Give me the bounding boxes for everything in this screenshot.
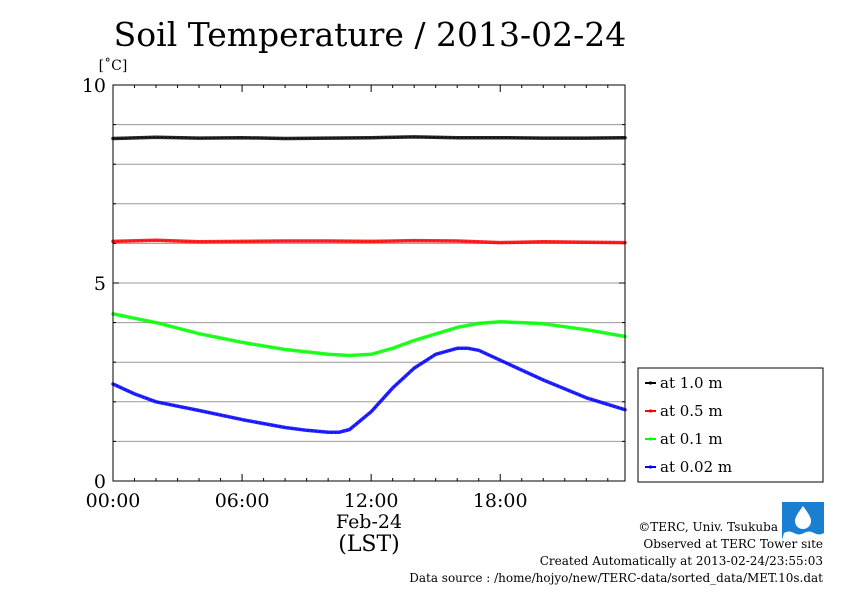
x-tick-label: 18:00 [473, 490, 528, 512]
series-line-3 [111, 312, 627, 358]
legend-label: at 0.02 m [660, 458, 732, 476]
series-marker-line-4 [112, 347, 626, 433]
series-line-1 [111, 135, 627, 141]
x-axis-label: (LST) [338, 532, 400, 557]
legend-swatch-dot [648, 437, 653, 441]
x-tick-label: 12:00 [344, 490, 399, 512]
y-axis-unit: [˚C] [99, 57, 128, 74]
legend-swatch-dot [648, 465, 653, 469]
plot-frame [112, 84, 626, 482]
y-tick-label: 5 [94, 273, 106, 295]
x-tick-label: 06:00 [215, 490, 270, 512]
footer-source: Data source : /home/hojyo/new/TERC-data/… [409, 571, 823, 585]
legend-label: at 0.1 m [660, 430, 723, 448]
series-lines [111, 135, 627, 435]
terc-logo-icon [782, 502, 824, 540]
footer-copyright: ©TERC, Univ. Tsukuba [638, 520, 778, 534]
legend-frame [637, 367, 824, 483]
legend-swatch-dot [648, 409, 653, 413]
legend-label: at 1.0 m [660, 374, 723, 392]
footer-created: Created Automatically at 2013-02-24/23:5… [540, 554, 823, 568]
legend-label: at 0.5 m [660, 402, 723, 420]
footer-site: Observed at TERC Tower site [643, 537, 823, 551]
series-line-4 [111, 346, 627, 435]
series-line-2 [111, 238, 627, 245]
chart-title: Soil Temperature / 2013-02-24 [114, 15, 627, 54]
grid-lines [112, 84, 625, 482]
date-label: Feb-24 [336, 511, 402, 533]
x-tick-label: 00:00 [86, 490, 141, 512]
y-tick-labels: 0 5 10 [82, 75, 106, 493]
legend-swatch-dot [648, 381, 653, 385]
y-tick-label: 0 [94, 471, 106, 493]
y-tick-label: 10 [82, 75, 106, 97]
series-marker-line-3 [112, 313, 626, 356]
legend: at 1.0 m at 0.5 m at 0.1 m at 0.02 m [637, 367, 824, 483]
x-tick-labels: 00:00 06:00 12:00 18:00 [86, 490, 528, 512]
